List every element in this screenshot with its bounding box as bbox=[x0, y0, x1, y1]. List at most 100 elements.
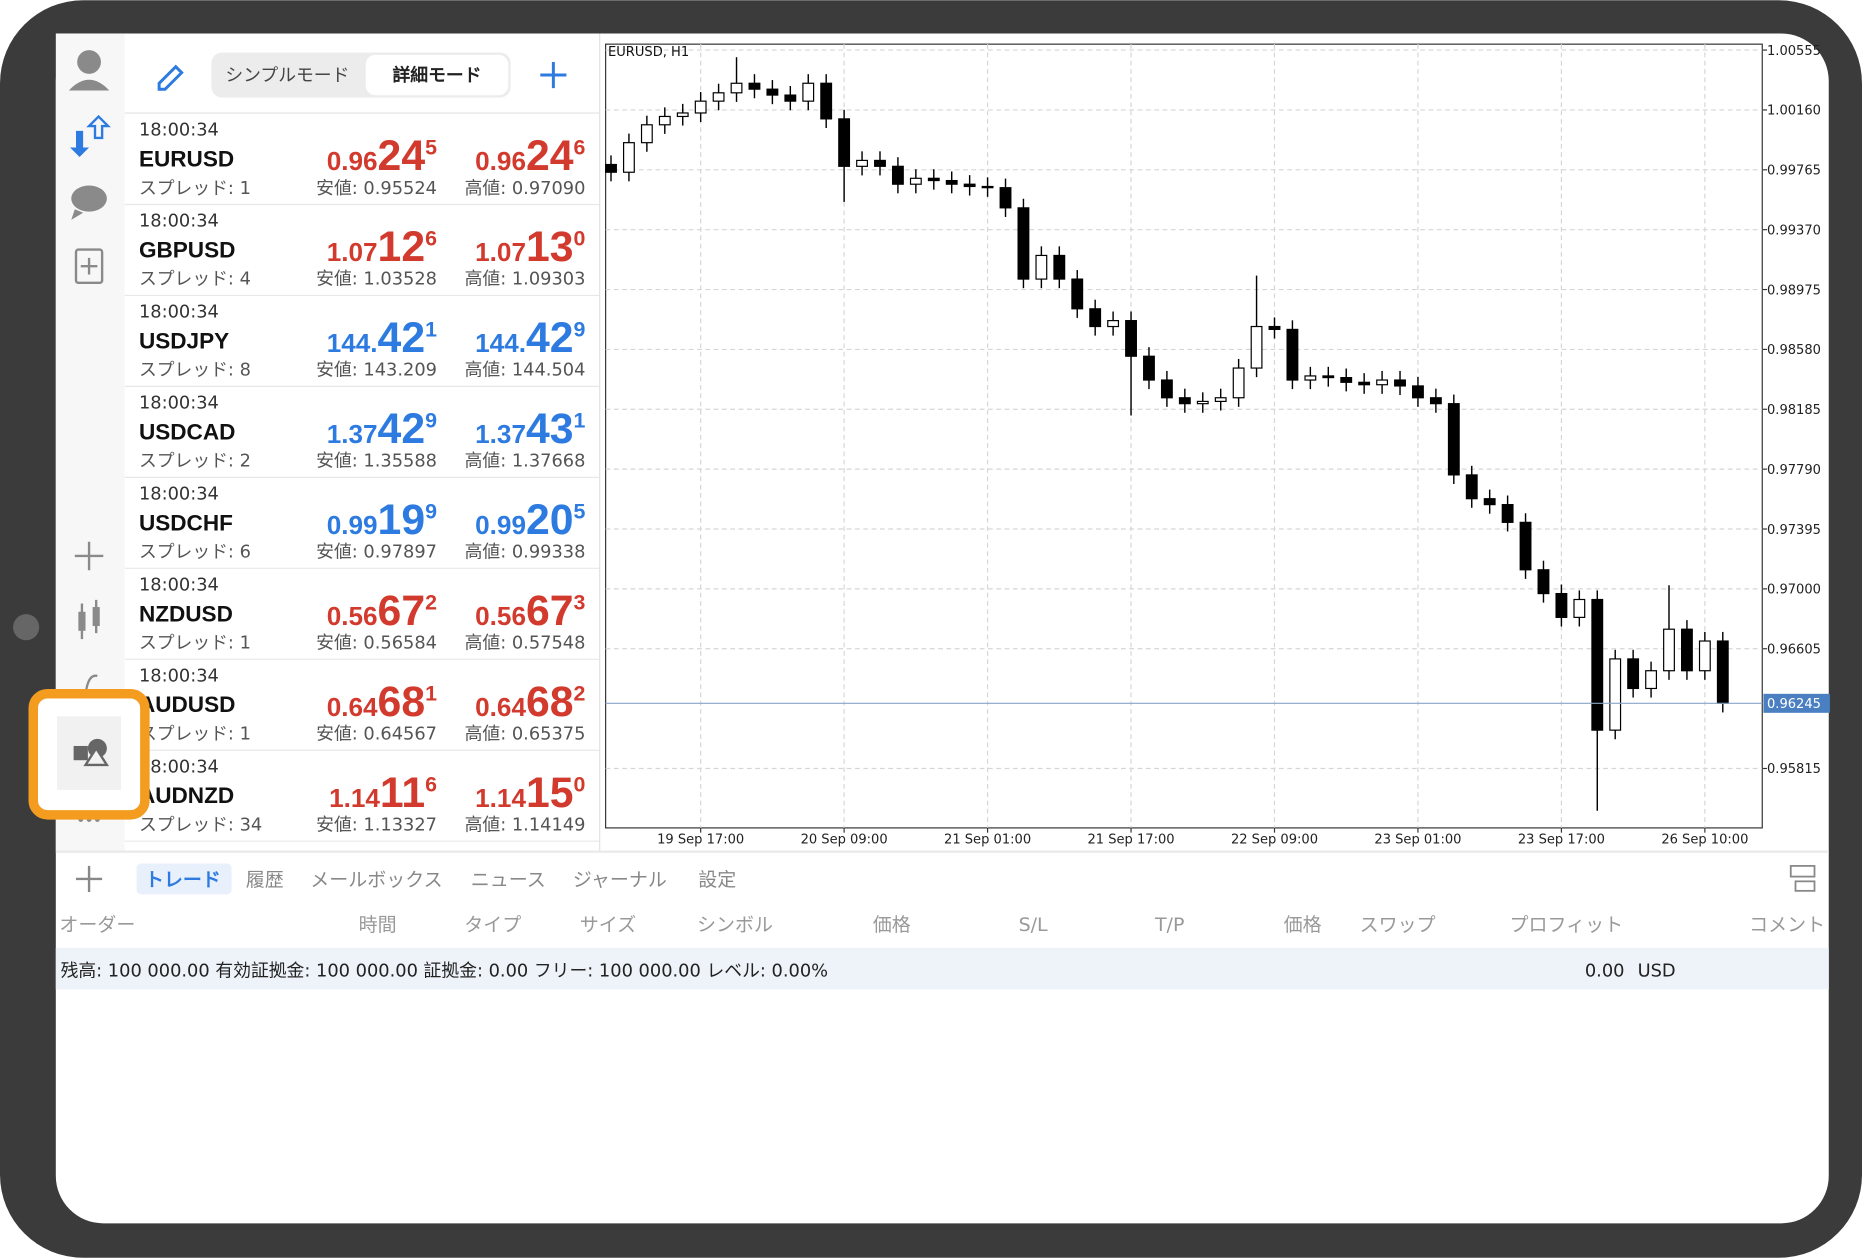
price-pip: 1 bbox=[574, 408, 586, 432]
price-big: 12 bbox=[378, 223, 426, 271]
tab[interactable]: 履歴 bbox=[246, 869, 284, 891]
home-button bbox=[13, 614, 40, 641]
tab[interactable]: 設定 bbox=[698, 869, 736, 891]
objects-icon[interactable] bbox=[73, 738, 110, 767]
mode-tab[interactable]: シンプルモード bbox=[225, 65, 349, 86]
x-tick-label: 26 Sep 10:00 bbox=[1661, 832, 1748, 847]
price-pip: 5 bbox=[425, 136, 437, 160]
column-header: T/P bbox=[1154, 914, 1184, 936]
doc-icon[interactable] bbox=[74, 248, 104, 285]
quote-spread: スプレッド: 4 bbox=[139, 269, 251, 290]
price: 0.56673 bbox=[475, 587, 585, 635]
tab[interactable]: トレード bbox=[145, 869, 221, 891]
candle-body bbox=[1663, 628, 1675, 672]
candle-body bbox=[1555, 592, 1568, 618]
candle-body bbox=[1519, 521, 1532, 571]
tab[interactable]: ジャーナル bbox=[573, 869, 667, 891]
price-big: 42 bbox=[378, 314, 426, 362]
candle-body bbox=[1071, 278, 1084, 310]
price-pip: 9 bbox=[425, 499, 437, 523]
current-price-label: 0.96245 bbox=[1767, 697, 1821, 712]
price-big: 67 bbox=[378, 587, 426, 635]
candle-body bbox=[838, 118, 851, 167]
price-pip: 9 bbox=[574, 318, 586, 342]
price-big: 24 bbox=[378, 132, 426, 180]
candle-body bbox=[1053, 254, 1066, 280]
column-header: プロフィット bbox=[1510, 914, 1624, 936]
quote-symbol: USDCAD bbox=[139, 419, 235, 444]
quote-time: 18:00:34 bbox=[139, 302, 219, 323]
x-tick-label: 21 Sep 17:00 bbox=[1087, 832, 1174, 847]
price: 0.64681 bbox=[327, 678, 437, 726]
price-pip: 1 bbox=[425, 681, 437, 705]
candle-body bbox=[1196, 400, 1209, 405]
candle-body bbox=[1627, 658, 1640, 690]
candle-body bbox=[1160, 379, 1173, 399]
add-symbol[interactable] bbox=[540, 61, 567, 89]
quotes-icon-up bbox=[86, 114, 111, 140]
candle-body bbox=[856, 159, 868, 167]
price-pip: 5 bbox=[574, 499, 586, 523]
price: 0.56672 bbox=[327, 587, 437, 635]
quote-high: 高値: 0.99338 bbox=[465, 542, 586, 563]
candle-body bbox=[1214, 397, 1227, 402]
layout-icon[interactable] bbox=[1789, 865, 1816, 878]
y-tick-label: 0.96605 bbox=[1767, 643, 1821, 658]
candle-body bbox=[605, 163, 617, 173]
price: 0.99199 bbox=[327, 496, 437, 544]
column-header: S/L bbox=[1019, 914, 1048, 936]
candle-body bbox=[874, 159, 886, 167]
quote-spread: スプレッド: 6 bbox=[139, 542, 251, 563]
price-head: 1.07 bbox=[327, 237, 378, 267]
y-tick-label: 0.99370 bbox=[1767, 223, 1821, 238]
quote-low: 安値: 0.64567 bbox=[316, 724, 437, 745]
candle-body bbox=[963, 183, 976, 188]
tab[interactable]: ニュース bbox=[471, 869, 546, 891]
candle-body bbox=[1698, 640, 1711, 672]
candle-body bbox=[1376, 379, 1389, 386]
tab[interactable]: メールボックス bbox=[310, 869, 442, 891]
price-big: 13 bbox=[526, 223, 574, 271]
chat-icon[interactable] bbox=[71, 185, 107, 212]
edit-icon[interactable] bbox=[157, 64, 184, 91]
candle-body bbox=[1125, 320, 1137, 357]
account-row bbox=[55, 947, 1829, 990]
price-big: 19 bbox=[378, 496, 426, 544]
candle-body bbox=[1680, 628, 1693, 672]
quote-high: 高値: 1.37668 bbox=[465, 451, 586, 472]
price-big: 67 bbox=[526, 587, 574, 635]
price-head: 0.64 bbox=[475, 692, 526, 722]
candle-body bbox=[1645, 670, 1658, 690]
chart-title: EURUSD, H1 bbox=[608, 45, 689, 60]
price-pip: 6 bbox=[425, 772, 437, 796]
mode-tab[interactable]: 詳細モード bbox=[393, 64, 482, 86]
price-pip: 2 bbox=[425, 590, 437, 614]
quotes-icon[interactable] bbox=[70, 130, 90, 157]
quote-low: 安値: 1.03528 bbox=[316, 269, 437, 290]
price: 1.37431 bbox=[475, 405, 585, 453]
price-head: 1.14 bbox=[475, 783, 526, 813]
candle-body bbox=[1573, 598, 1586, 618]
price-head: 1.07 bbox=[475, 237, 526, 267]
tab-highlight bbox=[136, 863, 232, 895]
price: 1.14116 bbox=[329, 769, 437, 817]
quote-spread: スプレッド: 1 bbox=[139, 724, 251, 745]
candle-body bbox=[802, 82, 815, 102]
column-header: タイプ bbox=[464, 914, 521, 936]
candle-body bbox=[1716, 640, 1729, 704]
account-icon[interactable] bbox=[77, 50, 101, 74]
candle-body bbox=[1501, 504, 1514, 523]
quote-high: 高値: 1.14149 bbox=[465, 815, 586, 836]
price: 0.64682 bbox=[475, 678, 585, 726]
price-head: 0.56 bbox=[327, 601, 378, 631]
y-tick-label: 0.97000 bbox=[1767, 583, 1821, 598]
doc-plus bbox=[80, 257, 98, 275]
price-big: 68 bbox=[526, 678, 574, 726]
price-big: 24 bbox=[526, 132, 574, 180]
quote-time: 18:00:34 bbox=[139, 211, 219, 232]
price-pip: 3 bbox=[574, 590, 586, 614]
crosshair-icon[interactable] bbox=[74, 541, 104, 571]
y-tick-label: 1.00160 bbox=[1767, 104, 1821, 119]
new-order[interactable] bbox=[76, 865, 103, 893]
candle-body bbox=[1483, 498, 1496, 506]
